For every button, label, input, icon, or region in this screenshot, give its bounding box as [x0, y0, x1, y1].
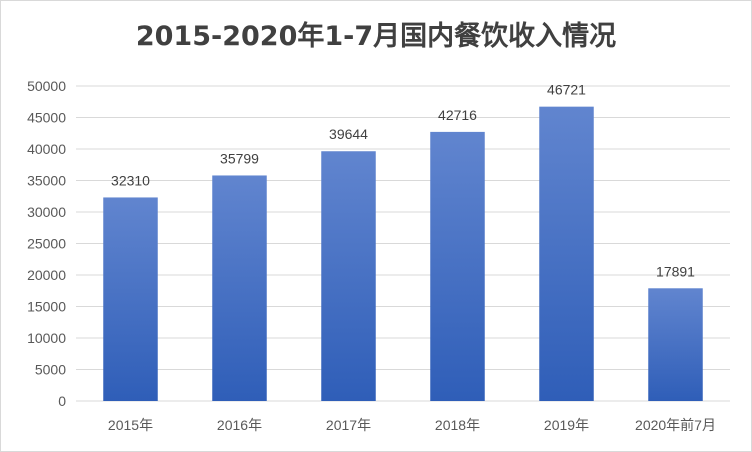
gridlines	[76, 85, 730, 402]
chart-title: 2015-2020年1-7月国内餐饮收入情况	[135, 21, 617, 52]
data-label: 35799	[220, 150, 259, 166]
y-tick-label: 20000	[27, 267, 66, 283]
y-tick-label: 40000	[27, 141, 66, 157]
y-tick-label: 25000	[27, 236, 66, 252]
y-tick-label: 50000	[27, 78, 66, 94]
x-axis: 2015年 2016年 2017年 2018年 2019年 2020年前7月	[108, 417, 716, 433]
x-tick-label: 2018年	[435, 417, 480, 433]
bar	[430, 131, 485, 401]
x-tick-label: 2015年	[108, 417, 153, 433]
y-tick-label: 15000	[27, 299, 66, 315]
x-tick-label: 2017年	[326, 417, 371, 433]
y-tick-label: 5000	[35, 362, 66, 378]
y-tick-label: 45000	[27, 110, 66, 126]
data-label: 42716	[438, 107, 477, 123]
y-tick-label: 0	[58, 393, 66, 409]
bar	[212, 175, 267, 401]
y-tick-label: 30000	[27, 204, 66, 220]
bar	[103, 197, 158, 401]
data-label: 32310	[111, 172, 150, 188]
x-tick-label: 2019年	[544, 417, 589, 433]
y-axis: 0 5000 10000 15000 20000 25000 30000 35000 40000…	[27, 78, 66, 409]
data-labels: 32310 35799 39644 42716 46721 17891	[111, 82, 695, 280]
bar	[539, 106, 594, 401]
x-tick-label: 2020年前7月	[635, 417, 716, 433]
data-label: 39644	[329, 126, 368, 142]
bar	[321, 151, 376, 401]
data-label: 17891	[656, 263, 695, 279]
bar	[648, 288, 703, 401]
data-label: 46721	[547, 82, 586, 98]
y-tick-label: 35000	[27, 173, 66, 189]
x-tick-label: 2016年	[217, 417, 262, 433]
y-tick-label: 10000	[27, 330, 66, 346]
bars	[103, 106, 703, 401]
